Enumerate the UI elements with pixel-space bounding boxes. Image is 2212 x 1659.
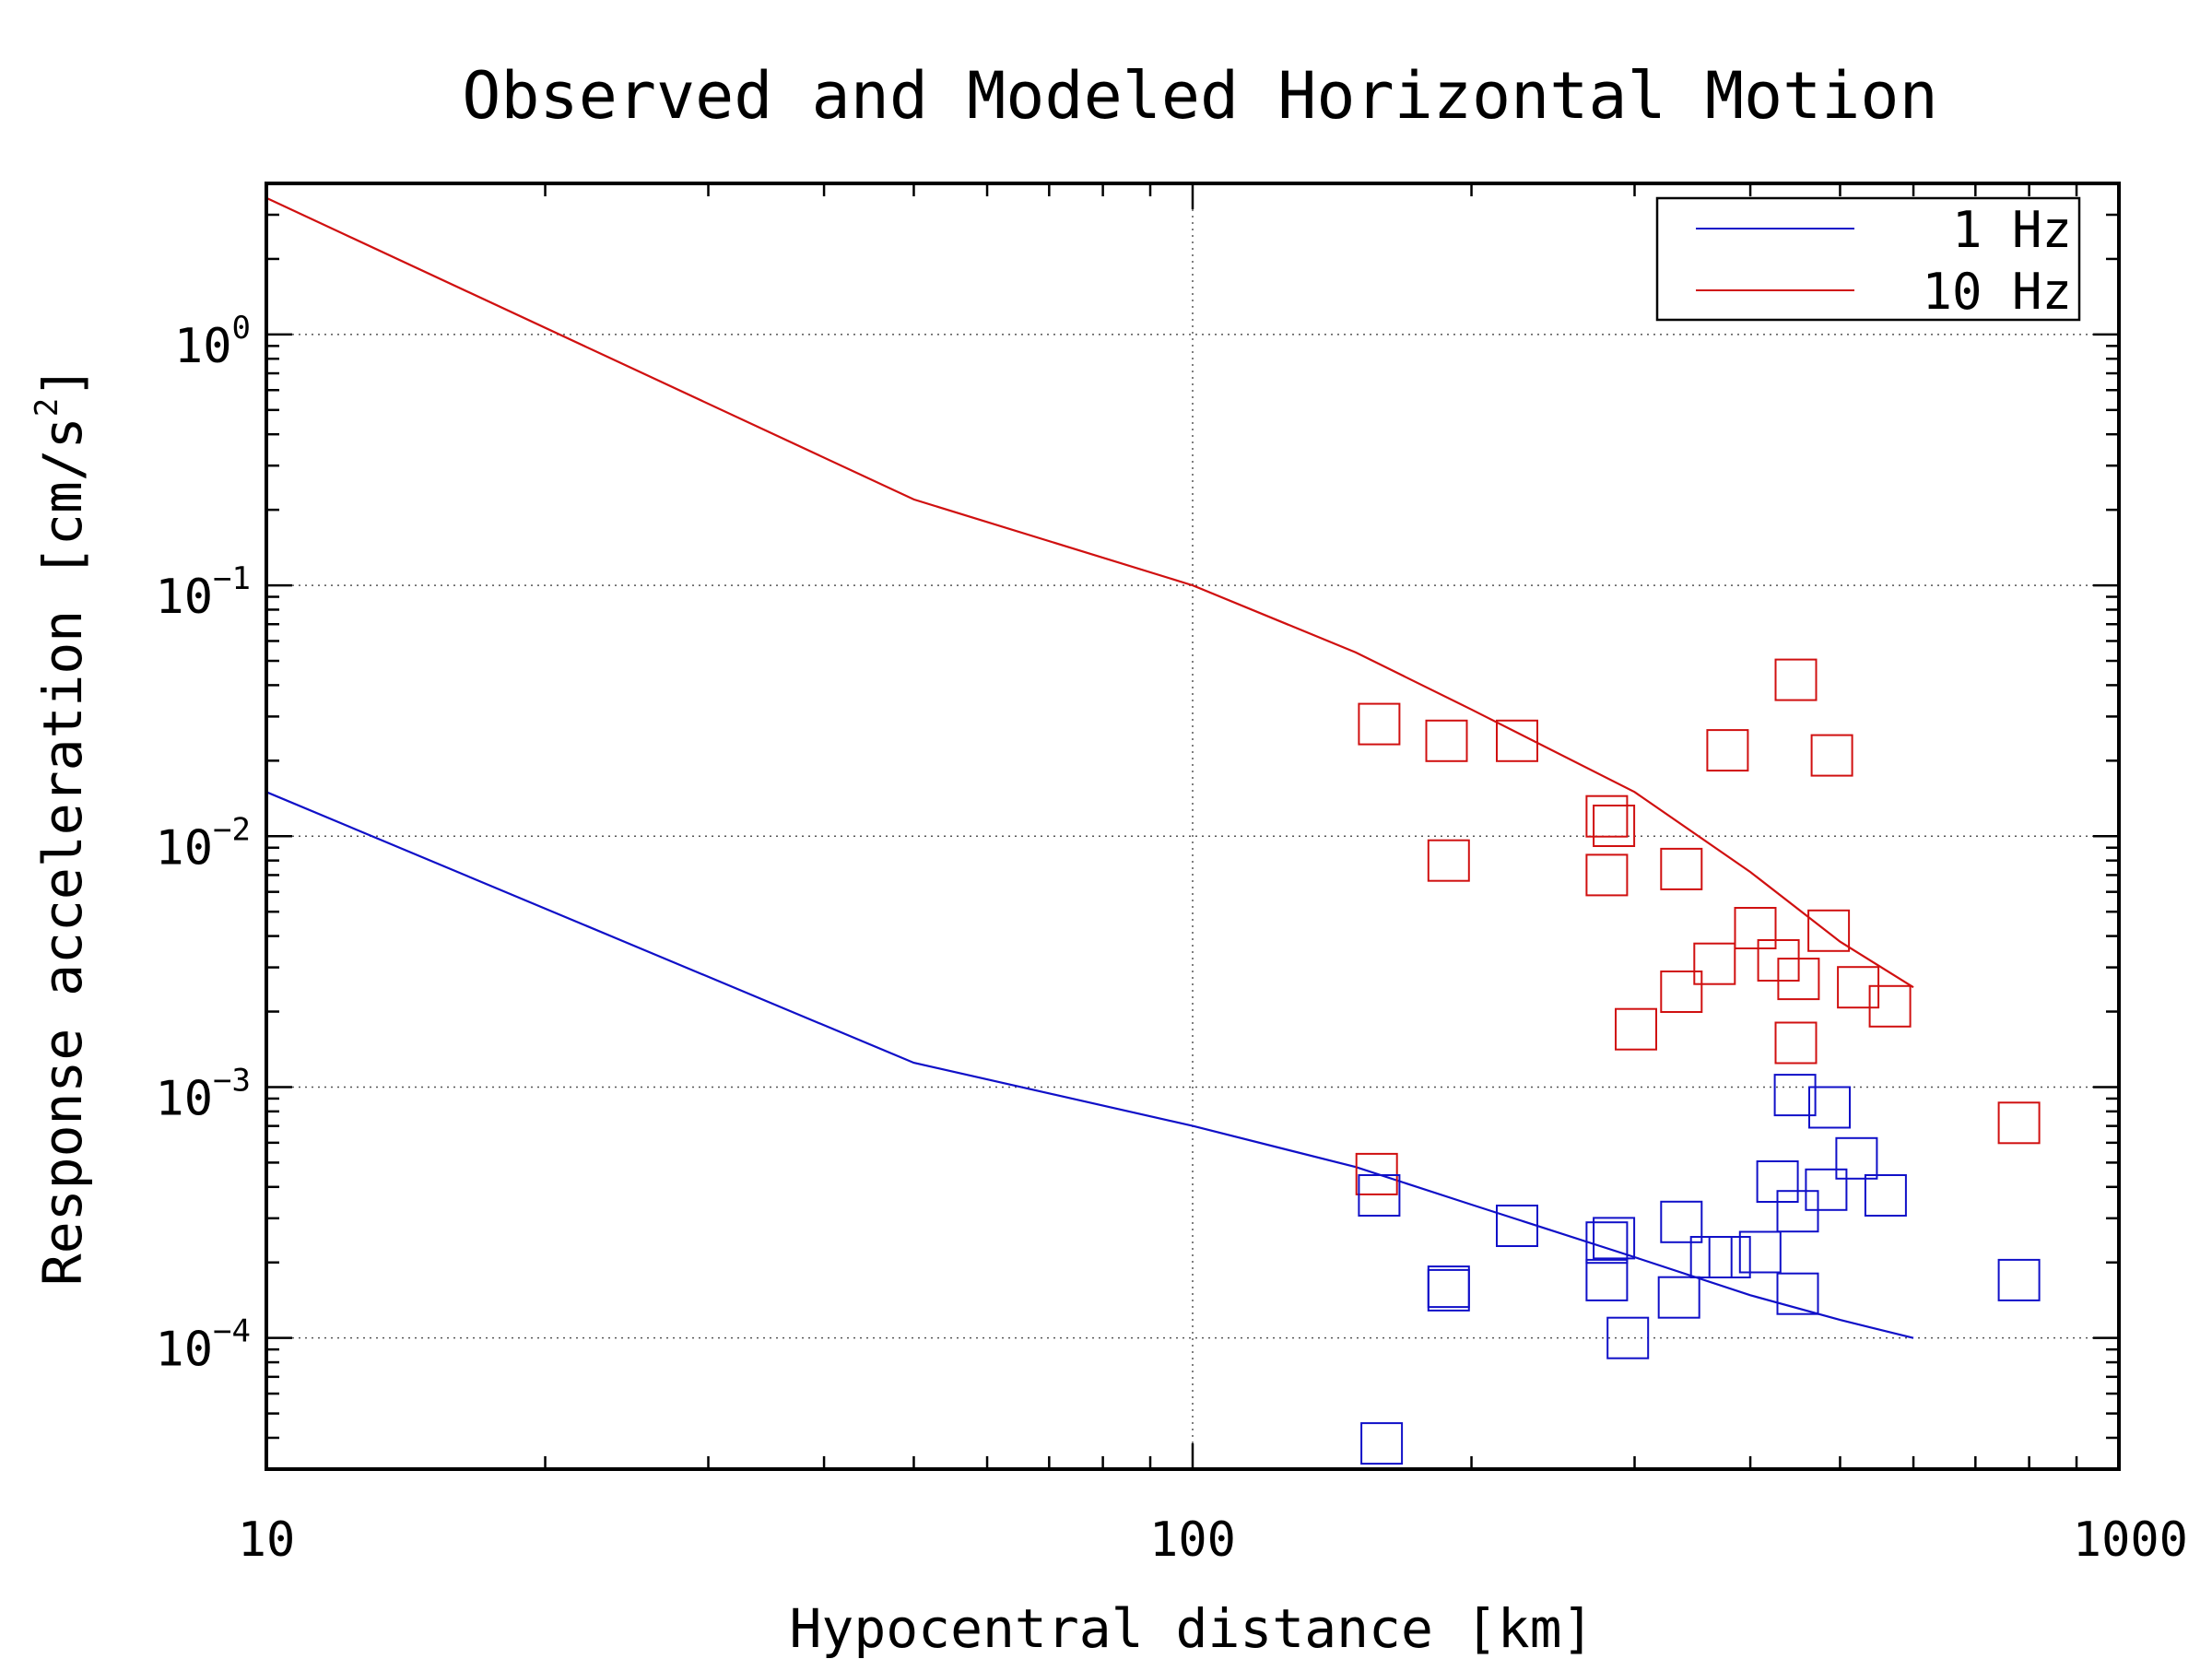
observed-point-1hz [1708, 1236, 1751, 1278]
y-tick-label: 10−1 [155, 560, 251, 625]
observed-point-10hz [1774, 658, 1818, 701]
y-tick-labels: 10−4 10−3 10−2 10−1 100 [155, 310, 251, 1378]
observed-point-1hz [1773, 1074, 1817, 1117]
chart-title: Observed and Modeled Horizontal Motion [462, 58, 1937, 134]
observed-point-1hz [1835, 1136, 1878, 1180]
x-tick-label: 100 [1149, 1512, 1236, 1568]
grid-lines [266, 183, 2119, 1469]
legend-box [1655, 196, 2081, 322]
observed-point-1hz [1358, 1174, 1401, 1217]
x-tick-label: 10 [238, 1512, 296, 1568]
legend-label-1hz: 1 Hz [1952, 201, 2072, 259]
observed-point-10hz [1774, 1021, 1818, 1065]
observed-point-10hz [1496, 719, 1538, 762]
x-tick-label: 1000 [2073, 1512, 2188, 1568]
observed-point-10hz [1807, 909, 1851, 952]
observed-point-10hz [1355, 1152, 1398, 1195]
observed-point-10hz [1837, 966, 1880, 1009]
observed-point-1hz [1585, 1258, 1629, 1301]
observed-point-1hz [1776, 1190, 1819, 1233]
x-axis-label: Hypocentral distance [km] [790, 1597, 1594, 1659]
observed-point-1hz [1805, 1168, 1848, 1211]
observed-points [1355, 658, 2041, 1465]
model-line-10hz [265, 196, 1914, 989]
observed-point-10hz [1693, 942, 1736, 985]
observed-point-1hz [1738, 1230, 1782, 1274]
observed-point-10hz [1868, 984, 1912, 1028]
legend-label-10hz: 10 Hz [1922, 263, 2072, 321]
observed-point-1hz [1585, 1221, 1629, 1265]
observed-point-1hz [1808, 1086, 1851, 1129]
plot-frame [265, 182, 2121, 1471]
y-tick-label: 100 [174, 310, 251, 374]
observed-point-1hz [1657, 1276, 1700, 1319]
observed-point-10hz [1615, 1007, 1657, 1051]
observed-point-10hz [1585, 794, 1629, 838]
y-axis-label-close: ] [31, 366, 94, 398]
observed-point-10hz [1997, 1101, 2041, 1145]
y-tick-label: 10−2 [155, 811, 251, 876]
observed-point-10hz [1585, 853, 1629, 897]
observed-point-10hz [1427, 839, 1470, 882]
legend: 1 Hz 10 Hz [1655, 196, 2081, 322]
axis-ticks [265, 182, 2121, 1471]
observed-point-10hz [1660, 847, 1703, 890]
y-tick-label: 10−4 [155, 1313, 251, 1378]
model-line-1hz [265, 791, 1914, 1339]
y-axis-label: Response acceleration [cm/s2] [29, 366, 94, 1286]
observed-point-10hz [1593, 805, 1636, 847]
y-axis-label-base: Response acceleration [cm/s [31, 417, 94, 1286]
observed-point-1hz [1997, 1258, 2041, 1301]
observed-point-1hz [1776, 1272, 1819, 1315]
observed-point-1hz [1427, 1268, 1470, 1312]
observed-point-10hz [1706, 729, 1749, 772]
y-tick-label: 10−3 [155, 1062, 251, 1126]
observed-point-1hz [1606, 1316, 1650, 1359]
observed-point-10hz [1777, 958, 1820, 1001]
y-axis-label-exponent: 2 [29, 398, 65, 417]
observed-point-1hz [1864, 1174, 1907, 1217]
observed-point-1hz [1360, 1422, 1404, 1465]
observed-point-10hz [1358, 702, 1401, 746]
observed-point-1hz [1427, 1265, 1470, 1309]
observed-point-1hz [1593, 1217, 1636, 1260]
observed-point-1hz [1660, 1200, 1703, 1243]
observed-point-10hz [1660, 971, 1703, 1013]
observed-point-10hz [1425, 719, 1468, 762]
observed-point-1hz [1496, 1205, 1538, 1247]
model-lines [265, 196, 1914, 1339]
observed-point-10hz [1810, 734, 1853, 777]
observed-point-10hz [1734, 907, 1777, 949]
x-tick-labels: 10 100 1000 [238, 1512, 2188, 1568]
